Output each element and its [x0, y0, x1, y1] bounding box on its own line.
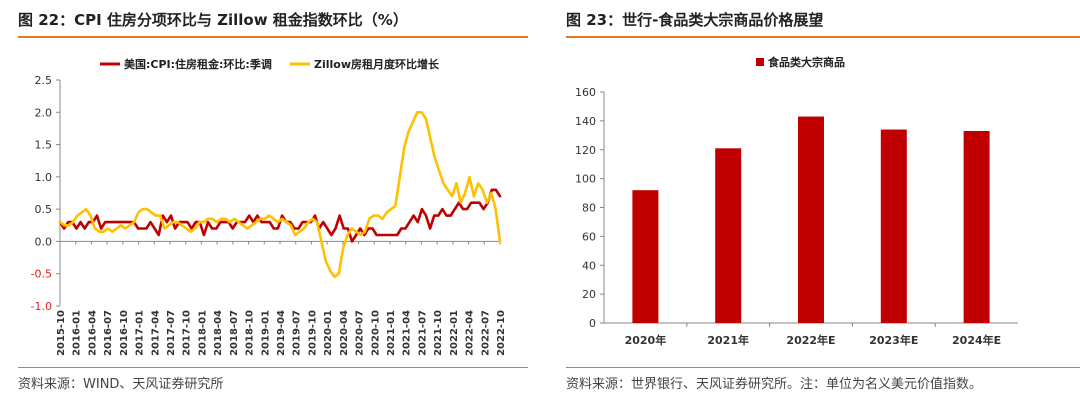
bar: [632, 190, 659, 323]
bar-chart: 160 140 120 100 80 60 40 20 0 2020年 2021年 2022年E 202…: [575, 55, 1018, 347]
legend-swatch: [756, 58, 764, 66]
x-tick-label: 2016-04: [87, 310, 98, 356]
left-title-rule: [18, 36, 528, 38]
x-tick-label: 2017-10: [182, 310, 193, 356]
y-tick-label: 1.5: [35, 139, 53, 152]
y-tick-label: 160: [575, 86, 596, 99]
x-tick-label: 2015-10: [56, 310, 67, 356]
y-tick-label: 1.0: [35, 171, 53, 184]
y-tick-label: -0.5: [31, 268, 52, 281]
right-chart-panel: 图 23：世行-食品类大宗商品价格展望 160 140 120 100 80 60 40 20…: [548, 0, 1080, 404]
left-chart-panel: 图 22：CPI 住房分项环比与 Zillow 租金指数环比（%） 2.5 2.0…: [0, 0, 528, 404]
y-tick-label: 80: [582, 202, 596, 215]
cpi-rent-series-line: [58, 188, 502, 243]
x-tick-label: 2019-04: [276, 310, 287, 356]
x-tick-label: 2021-07: [417, 310, 428, 356]
legend-label: 美国:CPI:住房租金:环比:季调: [124, 57, 272, 71]
x-tick-label: 2020-04: [339, 310, 350, 356]
right-source-rule: [566, 367, 1080, 368]
bar: [715, 148, 742, 323]
left-source-rule: [18, 367, 528, 368]
x-tick-label: 2020-10: [370, 310, 381, 356]
bar: [798, 116, 824, 323]
y-tick-label: 0.5: [35, 203, 53, 216]
x-tick-label: 2018-01: [197, 310, 208, 356]
y-tick-label: 2.0: [35, 106, 53, 119]
legend-label: 食品类大宗商品: [768, 55, 845, 69]
x-category-label: 2021年: [707, 333, 749, 347]
line-chart: 2.5 2.0 1.5 1.0 0.5 0.0 -0.5 -1.0 2015-10 2016-01…: [31, 57, 507, 356]
x-tick-label: 2018-10: [245, 310, 256, 356]
left-chart-source: 资料来源：WIND、天风证券研究所: [18, 377, 224, 392]
y-tick-label: 100: [575, 173, 596, 186]
x-tick-label: 2016-01: [72, 310, 83, 356]
x-tick-label: 2017-07: [166, 310, 177, 356]
x-tick-label: 2016-10: [119, 310, 130, 356]
x-tick-label: 2017-04: [150, 310, 161, 356]
bar: [963, 130, 990, 323]
x-tick-label: 2018-07: [229, 310, 240, 356]
y-tick-label: 60: [582, 230, 596, 243]
x-tick-label: 2021-04: [402, 310, 413, 356]
right-chart-title: 图 23：世行-食品类大宗商品价格展望: [566, 11, 824, 29]
y-tick-label: 120: [575, 144, 596, 157]
legend-label: Zillow房租月度环比增长: [314, 57, 440, 71]
x-tick-label: 2022-01: [449, 310, 460, 356]
x-tick-label: 2021-10: [433, 310, 444, 356]
x-tick-label: 2022-07: [480, 310, 491, 356]
x-category-label: 2020年: [625, 333, 667, 347]
left-chart-title: 图 22：CPI 住房分项环比与 Zillow 租金指数环比（%）: [18, 11, 408, 29]
y-tick-label: 20: [582, 288, 596, 301]
y-tick-label: -1.0: [31, 300, 52, 313]
x-category-label: 2024年E: [952, 333, 1001, 347]
x-tick-label: 2018-04: [213, 310, 224, 356]
right-chart-source: 资料来源：世界银行、天风证券研究所。注：单位为名义美元价值指数。: [566, 377, 983, 392]
x-tick-label: 2017-01: [135, 310, 146, 356]
x-tick-label: 2019-01: [260, 310, 271, 356]
zillow-rent-series-line: [58, 111, 502, 279]
x-tick-label: 2020-07: [355, 310, 366, 356]
y-tick-label: 0: [589, 317, 596, 330]
x-tick-label: 2021-01: [386, 310, 397, 356]
y-tick-label: 140: [575, 115, 596, 128]
x-tick-label: 2019-10: [307, 310, 318, 356]
x-category-label: 2023年E: [869, 333, 918, 347]
bar: [880, 129, 907, 323]
x-tick-label: 2019-07: [292, 310, 303, 356]
y-tick-label: 2.5: [35, 74, 53, 87]
right-title-rule: [566, 36, 1080, 38]
y-tick-label: 0.0: [35, 235, 53, 248]
x-tick-label: 2020-01: [323, 310, 334, 356]
x-category-label: 2022年E: [786, 333, 835, 347]
x-tick-label: 2022-04: [465, 310, 476, 356]
y-tick-label: 40: [582, 259, 596, 272]
x-tick-label: 2016-07: [103, 310, 114, 356]
x-tick-label: 2022-10: [496, 310, 507, 356]
